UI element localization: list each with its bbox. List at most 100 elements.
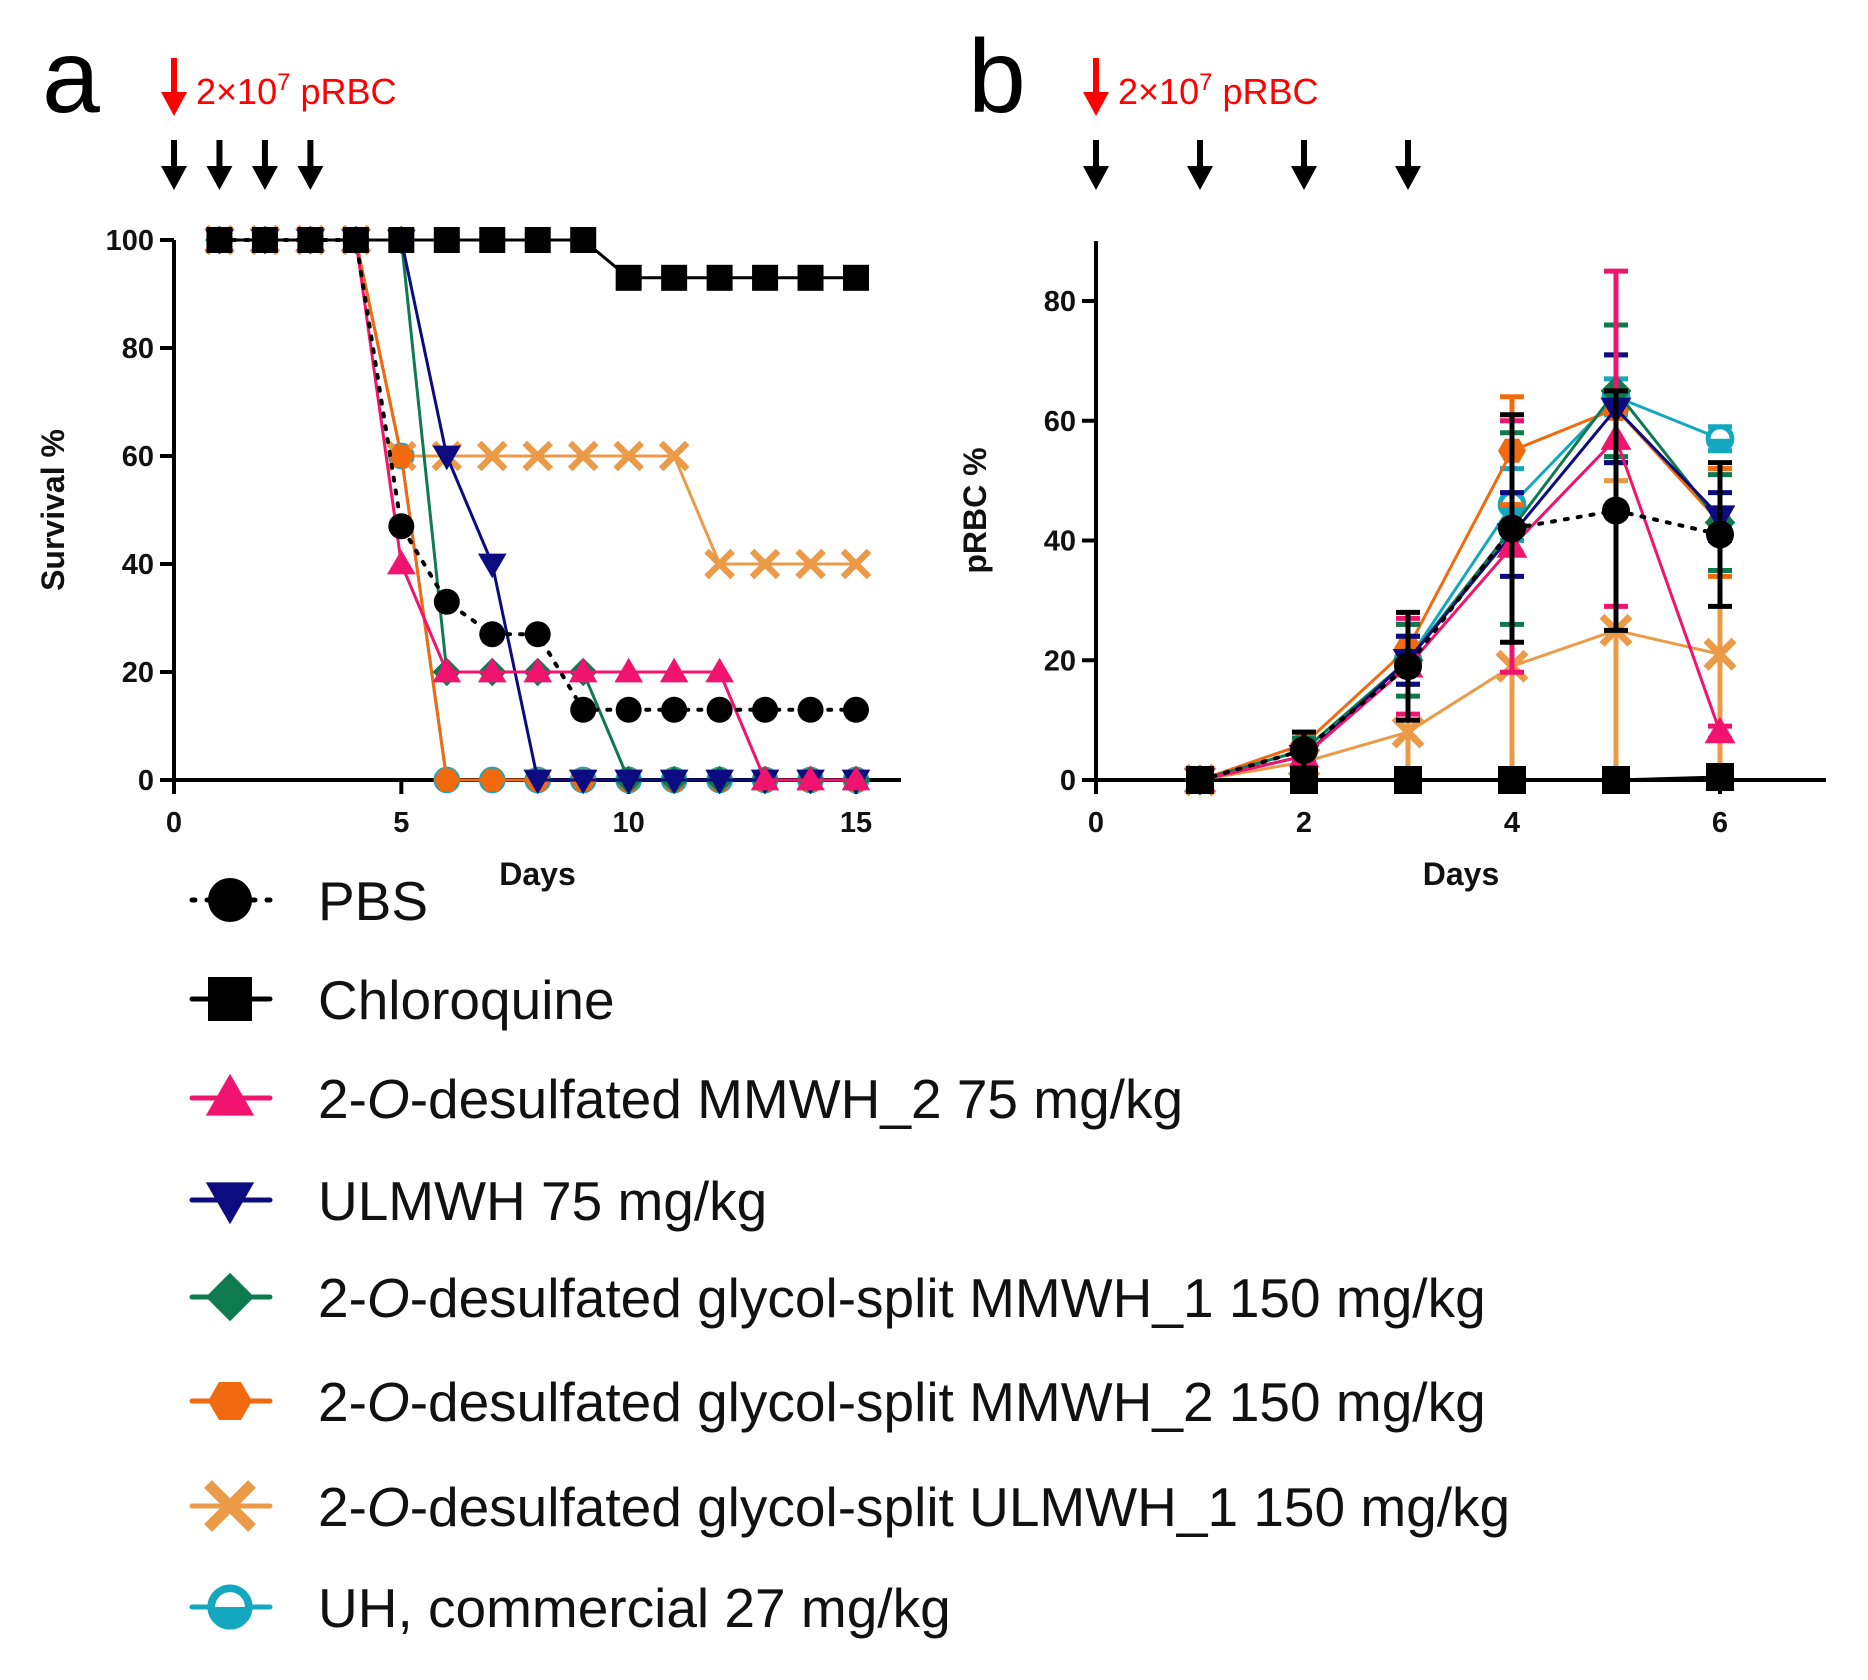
legend-marker-icon (205, 1272, 255, 1322)
legend-marker-icon (208, 1381, 252, 1421)
y-tick-label: 40 (1044, 526, 1076, 558)
data-point (752, 264, 779, 291)
data-point (388, 444, 415, 468)
data-point (251, 227, 278, 253)
data-point (568, 769, 598, 795)
legend-marker-icon (208, 977, 252, 1021)
series-line (1198, 388, 1722, 782)
legend-label: 2-O-desulfated glycol-split MMWH_1 150 m… (318, 1267, 1486, 1329)
series-line (1198, 775, 1722, 782)
series-6 (1183, 478, 1737, 797)
data-point (1498, 766, 1526, 794)
series-4 (1184, 322, 1736, 796)
y-tick-label: 60 (122, 441, 154, 473)
panel-a: a 2×107 pRBC 0 5 10 15 0 20 40 60 80 100 Days Surviva… (35, 19, 901, 892)
data-point (658, 440, 690, 472)
data-point (433, 227, 460, 253)
injection-arrow-icon (161, 58, 187, 116)
y-axis-label: Survival % (35, 429, 71, 591)
data-point (1706, 520, 1734, 549)
legend-item: 2-O-desulfated glycol-split MMWH_2 150 m… (189, 1371, 1486, 1433)
data-point (479, 227, 506, 253)
y-tick-label: 80 (122, 333, 154, 365)
legend-item: UH, commercial 27 mg/kg (189, 1577, 951, 1639)
x-axis-label: Days (1423, 856, 1500, 892)
legend-label: 2-O-desulfated MMWH_2 75 mg/kg (318, 1068, 1183, 1130)
data-point (1706, 763, 1734, 792)
y-tick-label: 0 (138, 765, 154, 797)
data-point (523, 657, 553, 683)
series-1 (1186, 763, 1734, 794)
data-point (388, 513, 415, 540)
dose-arrow-icon (251, 140, 278, 190)
legend-label: UH, commercial 27 mg/kg (318, 1577, 951, 1639)
injection-label: 2×107 pRBC (196, 69, 396, 112)
data-point (1602, 766, 1630, 794)
legend-item: PBS (189, 870, 428, 932)
data-point (206, 227, 233, 253)
data-point (796, 765, 825, 791)
data-point (477, 553, 507, 579)
injection-arrow-icon (1083, 58, 1109, 116)
series-line (1198, 508, 1722, 782)
data-point (1703, 637, 1737, 671)
data-point (749, 548, 781, 580)
series-3 (1184, 352, 1736, 796)
data-point (479, 621, 506, 648)
series-5 (1186, 352, 1734, 793)
data-point (1705, 424, 1735, 454)
data-point (615, 696, 642, 723)
legend-label: 2-O-desulfated glycol-split MMWH_2 150 m… (318, 1371, 1486, 1433)
y-tick-label: 100 (106, 225, 154, 257)
data-point (476, 440, 508, 472)
series-line (1198, 435, 1722, 782)
legend-item: Chloroquine (189, 969, 615, 1031)
data-point (614, 769, 643, 795)
data-point (479, 768, 506, 792)
injection-label: 2×107 pRBC (1118, 69, 1318, 112)
data-point (524, 621, 551, 648)
y-tick-label: 0 (1060, 765, 1076, 797)
data-point (342, 227, 369, 253)
data-point (477, 657, 507, 683)
data-point (843, 696, 869, 723)
y-tick-label: 20 (122, 657, 154, 689)
data-point (659, 657, 689, 683)
legend-marker-icon (205, 1073, 255, 1116)
legend-marker-icon (207, 1584, 253, 1630)
data-point (388, 227, 415, 253)
data-point (433, 768, 460, 792)
data-point (524, 227, 551, 253)
data-point (750, 765, 780, 791)
legend-item: 2-O-desulfated glycol-split ULMWH_1 150 … (189, 1476, 1510, 1538)
data-point (1391, 715, 1425, 749)
data-point (387, 549, 416, 575)
data-point (661, 696, 688, 723)
x-axis-label: Days (499, 856, 576, 892)
data-point (797, 264, 824, 291)
data-point (843, 264, 869, 291)
data-point (615, 264, 642, 291)
legend-label: 2-O-desulfated glycol-split ULMWH_1 150 … (318, 1476, 1510, 1538)
data-point (1498, 514, 1526, 543)
data-point (705, 657, 734, 683)
legend-label: ULMWH 75 mg/kg (318, 1170, 767, 1232)
x-tick-label: 4 (1504, 807, 1520, 839)
y-tick-label: 20 (1044, 645, 1076, 677)
x-tick-label: 10 (613, 807, 645, 839)
legend-marker-icon (208, 878, 252, 922)
data-point (659, 769, 689, 795)
x-tick-label: 0 (1088, 807, 1104, 839)
data-point (1290, 736, 1318, 765)
data-point (840, 548, 872, 580)
data-point (706, 264, 733, 291)
legend-label: PBS (318, 870, 428, 932)
series-2 (1184, 268, 1736, 792)
legend-item: 2-O-desulfated glycol-split MMWH_1 150 m… (189, 1267, 1486, 1329)
y-tick-label: 60 (1044, 406, 1076, 438)
data-point (1704, 716, 1736, 744)
data-point (523, 769, 553, 795)
data-point (661, 264, 688, 291)
data-point (433, 588, 460, 615)
